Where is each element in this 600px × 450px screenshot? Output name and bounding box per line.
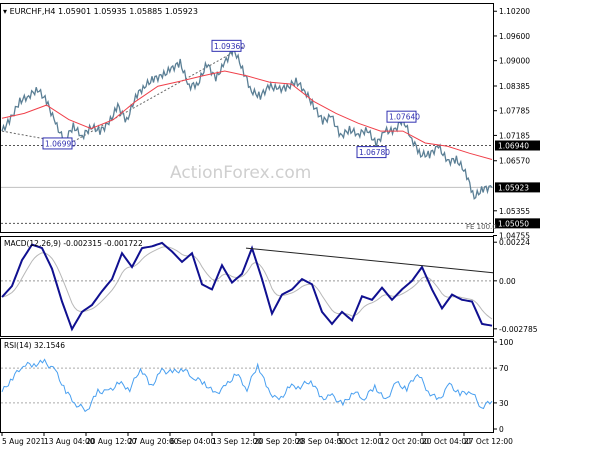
price-tick-label: 1.08385 xyxy=(499,82,530,91)
time-tick-label: 20 Sep 20:00 xyxy=(254,437,304,446)
rsi-panel xyxy=(1,358,493,413)
price-label-box xyxy=(211,39,242,52)
time-tick-label: 5 Oct 12:00 xyxy=(338,437,382,446)
level-badge-label: 1.06940 xyxy=(498,142,529,151)
macd-signal-line xyxy=(1,246,493,320)
price-tick-label: 1.09600 xyxy=(499,32,530,41)
price-label-box xyxy=(356,146,387,159)
level-badge-label: 1.05050 xyxy=(498,219,529,228)
price-tick-label: 1.07185 xyxy=(499,131,530,140)
price-tick-label: 1.06570 xyxy=(499,157,530,166)
time-tick-label: 27 Aug 20:00 xyxy=(128,437,179,446)
price-tick-label: 1.10200 xyxy=(499,7,530,16)
macd-tick-label: 0.00 xyxy=(499,277,516,286)
level-badge xyxy=(495,140,540,151)
price-label: 1.07640 xyxy=(389,113,420,122)
macd-panel xyxy=(1,241,494,332)
macd-frame xyxy=(0,236,494,337)
rsi-tick-label: 0 xyxy=(499,425,504,434)
macd-line xyxy=(1,241,493,332)
time-tick-label: 12 Oct 20:00 xyxy=(380,437,429,446)
macd-title: MACD(12,26,9) -0.002315 -0.001722 xyxy=(4,239,143,248)
rsi-tick-label: 30 xyxy=(499,399,509,408)
axes: 1.10200 1.09600 1.09000 1.08385 1.07785 1.071… xyxy=(1,7,540,446)
watermark: ActionForex.com xyxy=(170,163,311,183)
price-tick-label: 1.07785 xyxy=(499,107,530,116)
price-tick-label: 1.04755 xyxy=(499,232,530,241)
time-tick-label: 20 Aug 12:00 xyxy=(86,437,137,446)
price-label-box xyxy=(42,137,73,150)
price-frame xyxy=(0,3,494,233)
moving-average-line xyxy=(1,70,493,160)
price-panel: 1.09360 1.06990 1.07640 1.06780 xyxy=(1,39,493,224)
price-trendline xyxy=(69,45,246,144)
rsi-frame xyxy=(0,338,494,433)
chart-header: ▾ EURCHF,H4 1.05901 1.05935 1.05885 1.05… xyxy=(3,7,198,16)
price-label: 1.06990 xyxy=(45,139,76,148)
level-badge xyxy=(495,218,540,229)
time-tick-label: 13 Sep 12:00 xyxy=(212,437,262,446)
macd-tick-label: 0.00224 xyxy=(499,238,530,247)
fe-label: FE 100.0 xyxy=(466,223,497,231)
rsi-title: RSI(14) 32.1546 xyxy=(4,341,65,350)
price-label: 1.06780 xyxy=(359,148,390,157)
time-tick-label: 6 Sep 04:00 xyxy=(170,437,216,446)
rsi-line xyxy=(1,358,493,413)
macd-trendline xyxy=(245,247,494,274)
ohlc-values: 1.05901 1.05935 1.05885 1.05923 xyxy=(58,7,198,16)
rsi-tick-label: 70 xyxy=(499,364,509,373)
level-badge-label: 1.05923 xyxy=(498,183,529,192)
price-tick-label: 1.09000 xyxy=(499,57,530,66)
price-tick-label: 1.05355 xyxy=(499,207,530,216)
time-tick-label: 27 Oct 12:00 xyxy=(464,437,513,446)
time-tick-label: 13 Aug 04:00 xyxy=(44,437,95,446)
price-label-box xyxy=(386,110,417,123)
rsi-tick-label: 100 xyxy=(499,338,514,347)
time-tick-label: 20 Oct 04:00 xyxy=(422,437,471,446)
symbol-label: EURCHF,H4 xyxy=(10,7,56,16)
time-tick-label: 5 Aug 2021 xyxy=(2,437,45,446)
level-badge xyxy=(495,182,540,193)
price-label: 1.09360 xyxy=(214,42,245,51)
price-series xyxy=(1,44,493,200)
time-tick-label: 28 Sep 04:00 xyxy=(296,437,346,446)
dropdown-triangle-icon: ▾ xyxy=(3,7,10,16)
macd-tick-label: -0.002785 xyxy=(499,325,538,334)
